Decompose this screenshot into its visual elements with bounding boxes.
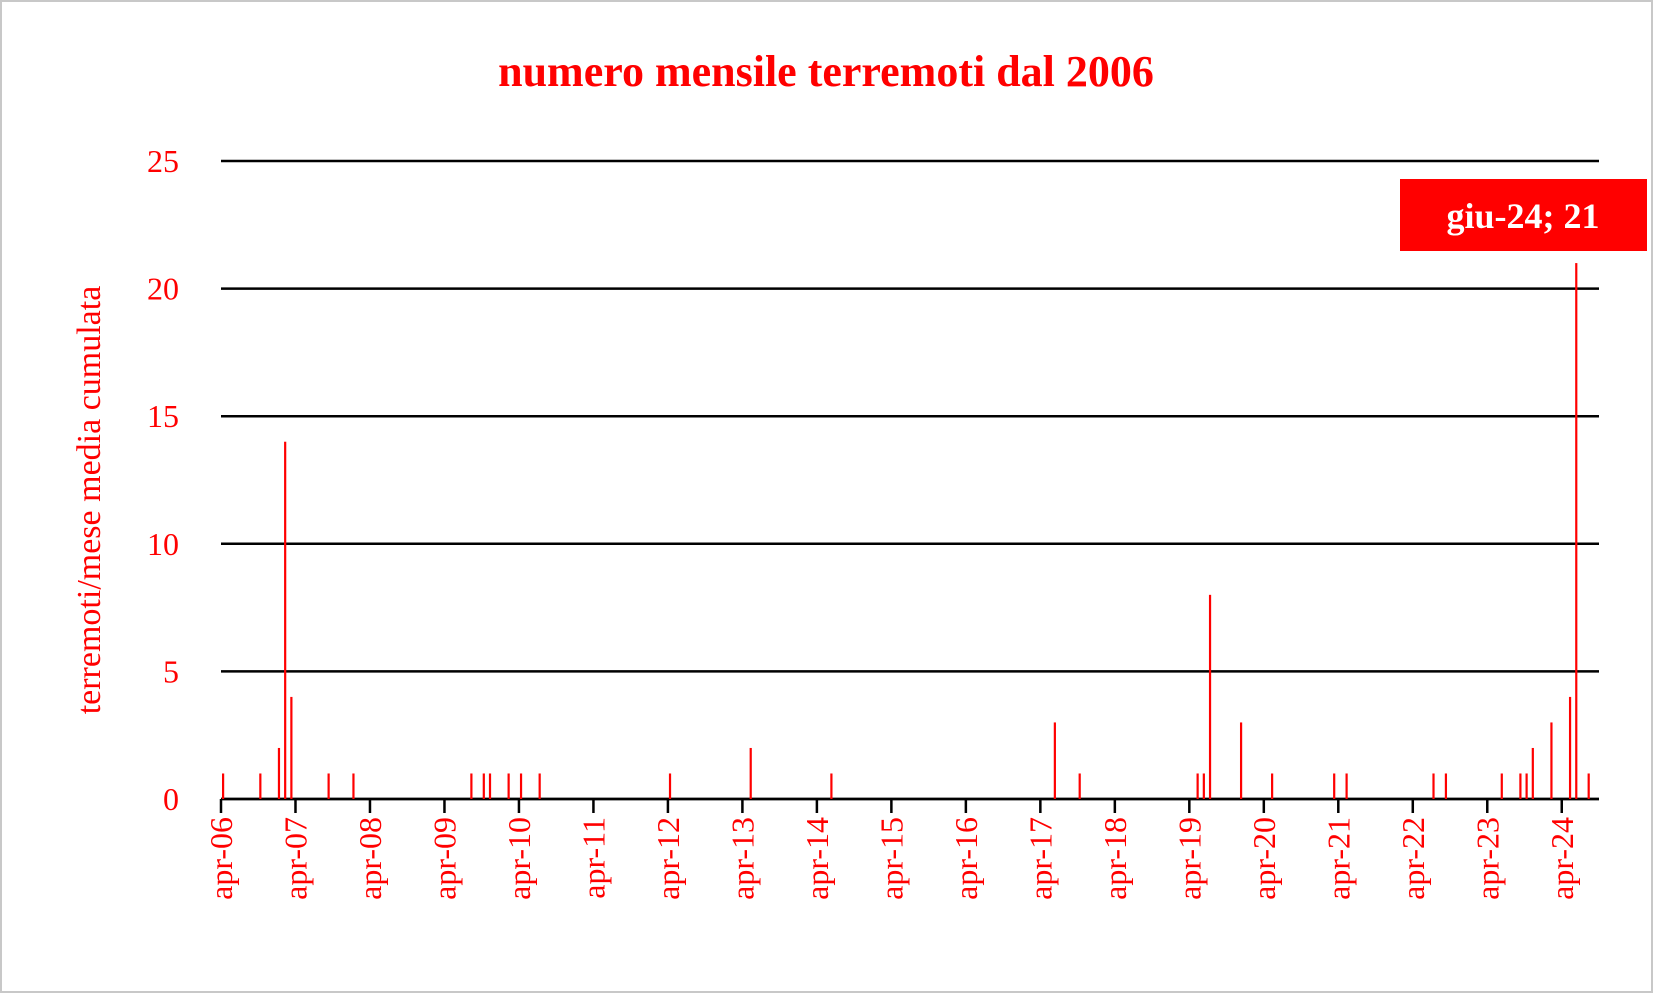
bar	[1575, 263, 1578, 800]
bar	[222, 773, 225, 799]
x-tick-label: apr-23	[1469, 817, 1505, 900]
x-tick-label: apr-07	[277, 817, 313, 900]
y-axis-label: terremoti/mese media cumulata	[71, 286, 108, 715]
bar	[1239, 722, 1243, 799]
x-tick-label: apr-21	[1320, 817, 1356, 900]
x-tick-label: apr-14	[799, 817, 835, 900]
bar	[1333, 773, 1336, 799]
bar	[1500, 773, 1503, 799]
bar	[1196, 773, 1199, 799]
x-tick-label: apr-08	[352, 817, 388, 900]
x-tick-label: apr-24	[1544, 817, 1580, 900]
x-tick-label: apr-06	[203, 817, 239, 900]
bar	[284, 441, 287, 799]
y-tick-label: 25	[147, 143, 179, 179]
y-tick-label: 15	[147, 398, 179, 434]
bar	[519, 773, 523, 799]
x-tick-label: apr-12	[650, 817, 686, 900]
x-tick-label: apr-19	[1171, 817, 1207, 900]
bar	[538, 773, 541, 799]
bar	[327, 773, 330, 799]
bar	[488, 773, 492, 799]
x-tick-label: apr-22	[1395, 817, 1431, 900]
bar	[830, 773, 833, 799]
x-tick-label: apr-16	[948, 817, 984, 900]
bar	[482, 773, 485, 799]
bar	[1519, 773, 1522, 799]
bar	[1345, 773, 1348, 799]
bar	[1432, 773, 1435, 799]
y-tick-label: 10	[147, 526, 179, 562]
x-tick-label: apr-09	[426, 817, 462, 900]
x-tick-label: apr-13	[724, 817, 760, 900]
annotation-box	[1400, 179, 1647, 251]
bar	[1271, 773, 1274, 799]
bar	[470, 773, 473, 799]
bar	[1531, 747, 1534, 799]
bar	[1053, 722, 1056, 799]
bar	[277, 747, 281, 799]
annotation: giu-24; 21	[1447, 196, 1600, 236]
bar	[352, 773, 355, 799]
bar	[668, 773, 672, 799]
y-tick-label: 20	[147, 271, 179, 307]
x-tick-label: apr-20	[1246, 817, 1282, 900]
bar	[1444, 773, 1448, 799]
bar	[1525, 773, 1528, 799]
y-tick-label: 5	[163, 653, 179, 689]
bar	[1587, 773, 1590, 799]
x-tick-label: apr-11	[575, 817, 611, 899]
y-tick-label: 0	[163, 781, 179, 817]
bar	[1550, 722, 1553, 799]
bar	[1078, 773, 1081, 799]
chart-title: numero mensile terremoti dal 2006	[498, 47, 1154, 96]
bar	[290, 696, 293, 799]
bar	[1202, 773, 1205, 799]
x-tick-label: apr-17	[1022, 817, 1058, 900]
x-tick-label: apr-15	[873, 817, 909, 900]
bar	[1568, 696, 1572, 799]
bar	[1208, 594, 1212, 799]
x-tick-label: apr-18	[1097, 817, 1133, 900]
bar	[259, 773, 262, 799]
bar	[507, 773, 510, 799]
bar	[749, 747, 752, 799]
x-tick-label: apr-10	[501, 817, 537, 900]
